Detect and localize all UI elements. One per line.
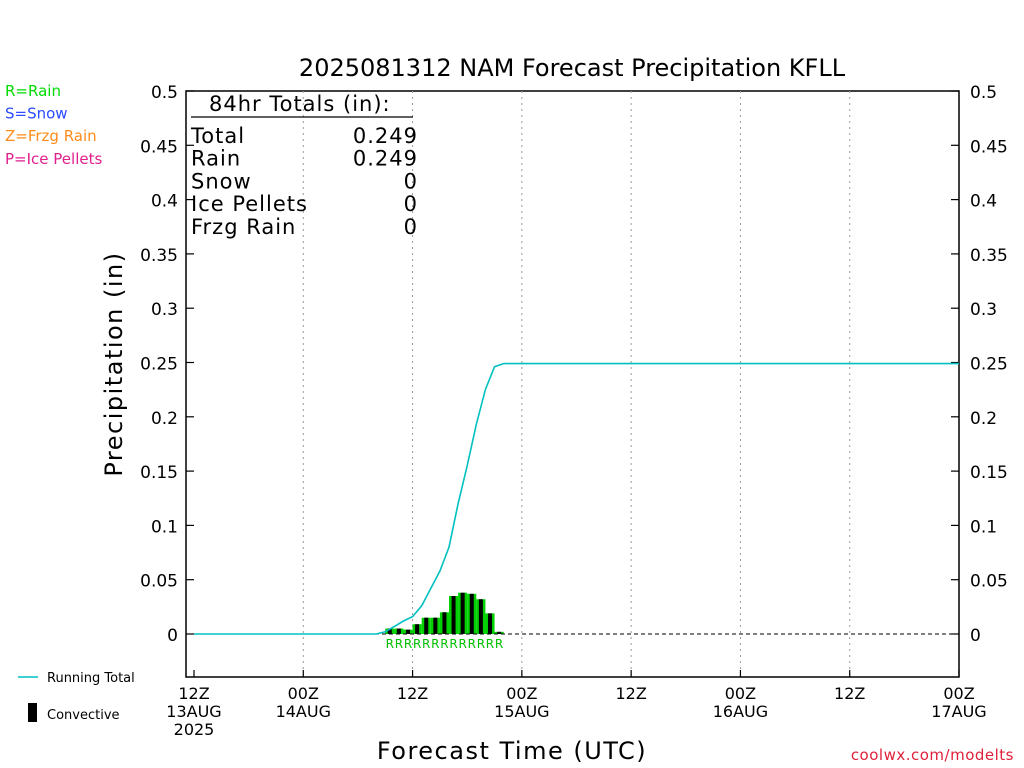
convective-bar	[460, 592, 465, 634]
precip-type-marker: R	[440, 637, 448, 651]
totals-row-value: 0	[404, 192, 418, 216]
y-tick-label-left: 0.5	[151, 83, 178, 103]
totals-row-value: 0	[404, 169, 418, 193]
convective-legend-label: Convective	[47, 708, 120, 723]
totals-row-label: Total	[190, 124, 245, 148]
y-tick-label-left: 0.15	[140, 463, 178, 483]
x-tick-label: 12Z	[834, 684, 865, 703]
precip-type-marker: R	[468, 637, 476, 651]
precip-type-marker: R	[495, 637, 503, 651]
precip-type-marker: R	[395, 637, 403, 651]
running-total-series	[194, 362, 959, 635]
y-tick-label-right: 0.45	[970, 137, 1008, 157]
convective-legend-swatch	[28, 703, 37, 722]
totals-row-value: 0.249	[353, 124, 418, 148]
convective-bar	[415, 624, 420, 634]
precip-type-marker: R	[486, 637, 494, 651]
y-tick-label-left: 0.2	[151, 409, 178, 429]
totals-header: 84hr Totals (in):	[209, 92, 391, 116]
totals-row-value: 0.249	[353, 147, 418, 171]
x-tick-label: 12Z	[178, 684, 209, 703]
y-tick-label-left: 0	[167, 626, 178, 646]
y-tick-label-left: 0.1	[151, 517, 178, 537]
x-tick-label: 17AUG	[931, 702, 986, 721]
convective-bar	[406, 629, 411, 634]
convective-bar	[487, 613, 492, 634]
y-tick-label-right: 0.05	[970, 572, 1008, 592]
precip-type-marker: R	[431, 637, 439, 651]
totals-row-label: Rain	[191, 147, 241, 171]
precip-type-legend: R=Rain S=Snow Z=Frzg Rain P=Ice Pellets	[5, 82, 102, 168]
x-tick-label: 12Z	[615, 684, 646, 703]
convective-bar	[396, 628, 401, 634]
x-axis-label: Forecast Time (UTC)	[377, 737, 647, 765]
y-tick-label-left: 0.3	[151, 300, 178, 320]
convective-bar	[442, 612, 447, 634]
grid-lines	[302, 91, 851, 677]
hourly-bars	[385, 592, 504, 634]
running-total-legend-label: Running Total	[47, 671, 135, 686]
chart-title: 2025081312 NAM Forecast Precipitation KF…	[299, 54, 846, 82]
y-tick-label-left: 0.25	[140, 355, 178, 375]
y-axis-label: Precipitation (in)	[100, 251, 128, 476]
convective-bar	[469, 593, 474, 634]
x-tick-label: 00Z	[288, 684, 319, 703]
x-tick-label: 14AUG	[276, 702, 331, 721]
type-legend-item: S=Snow	[5, 105, 68, 123]
precip-type-marker: R	[449, 637, 457, 651]
x-tick-label: 00Z	[725, 684, 756, 703]
precip-type-marker: R	[413, 637, 421, 651]
precip-type-marker: R	[458, 637, 466, 651]
y-tick-label-left: 0.4	[151, 192, 178, 212]
y-tick-label-right: 0	[970, 626, 981, 646]
running-total-line	[194, 362, 959, 635]
y-tick-label-left: 0.35	[140, 246, 178, 266]
credit-text: coolwx.com/modelts	[851, 746, 1014, 764]
series-legend: Running Total Convective	[18, 671, 135, 723]
convective-bar	[497, 631, 502, 634]
y-tick-label-right: 0.3	[970, 300, 997, 320]
precip-type-marker: R	[422, 637, 430, 651]
convective-bar	[478, 599, 483, 634]
plot-frame	[185, 90, 960, 678]
totals-row-label: Ice Pellets	[191, 192, 308, 216]
totals-row-value: 0	[404, 215, 418, 239]
y-tick-label-left: 0.45	[140, 137, 178, 157]
y-tick-label-right: 0.2	[970, 409, 997, 429]
type-legend-item: Z=Frzg Rain	[5, 127, 97, 145]
y-tick-label-right: 0.1	[970, 517, 997, 537]
x-tick-label: 2025	[174, 720, 215, 739]
convective-bar	[424, 617, 429, 634]
convective-bar	[387, 628, 392, 634]
x-tick-label: 00Z	[506, 684, 537, 703]
type-legend-item: R=Rain	[5, 82, 61, 100]
x-tick-label: 13AUG	[166, 702, 221, 721]
y-tick-label-right: 0.35	[970, 246, 1008, 266]
x-tick-label: 16AUG	[713, 702, 768, 721]
x-tick-label: 12Z	[397, 684, 428, 703]
y-tick-label-right: 0.4	[970, 192, 997, 212]
y-axis-ticks: 0 00.05 0.050.1 0.10.15 0.150.2 0.20.25 0.250.…	[140, 83, 1008, 646]
type-legend-item: P=Ice Pellets	[5, 150, 102, 168]
precip-type-marker: R	[386, 637, 394, 651]
totals-box: 84hr Totals (in): Total 0.249 Rain 0.249 Sno…	[190, 92, 418, 239]
precip-type-marker: R	[477, 637, 485, 651]
convective-bar	[451, 595, 456, 634]
y-tick-label-right: 0.15	[970, 463, 1008, 483]
y-tick-label-right: 0.25	[970, 355, 1008, 375]
precip-type-marker: R	[404, 637, 412, 651]
convective-bar	[433, 617, 438, 634]
x-tick-label: 00Z	[943, 684, 974, 703]
totals-row-label: Snow	[191, 169, 252, 193]
x-tick-label: 15AUG	[494, 702, 549, 721]
y-tick-label-right: 0.5	[970, 83, 997, 103]
totals-row-label: Frzg Rain	[191, 215, 296, 239]
y-tick-label-left: 0.05	[140, 572, 178, 592]
